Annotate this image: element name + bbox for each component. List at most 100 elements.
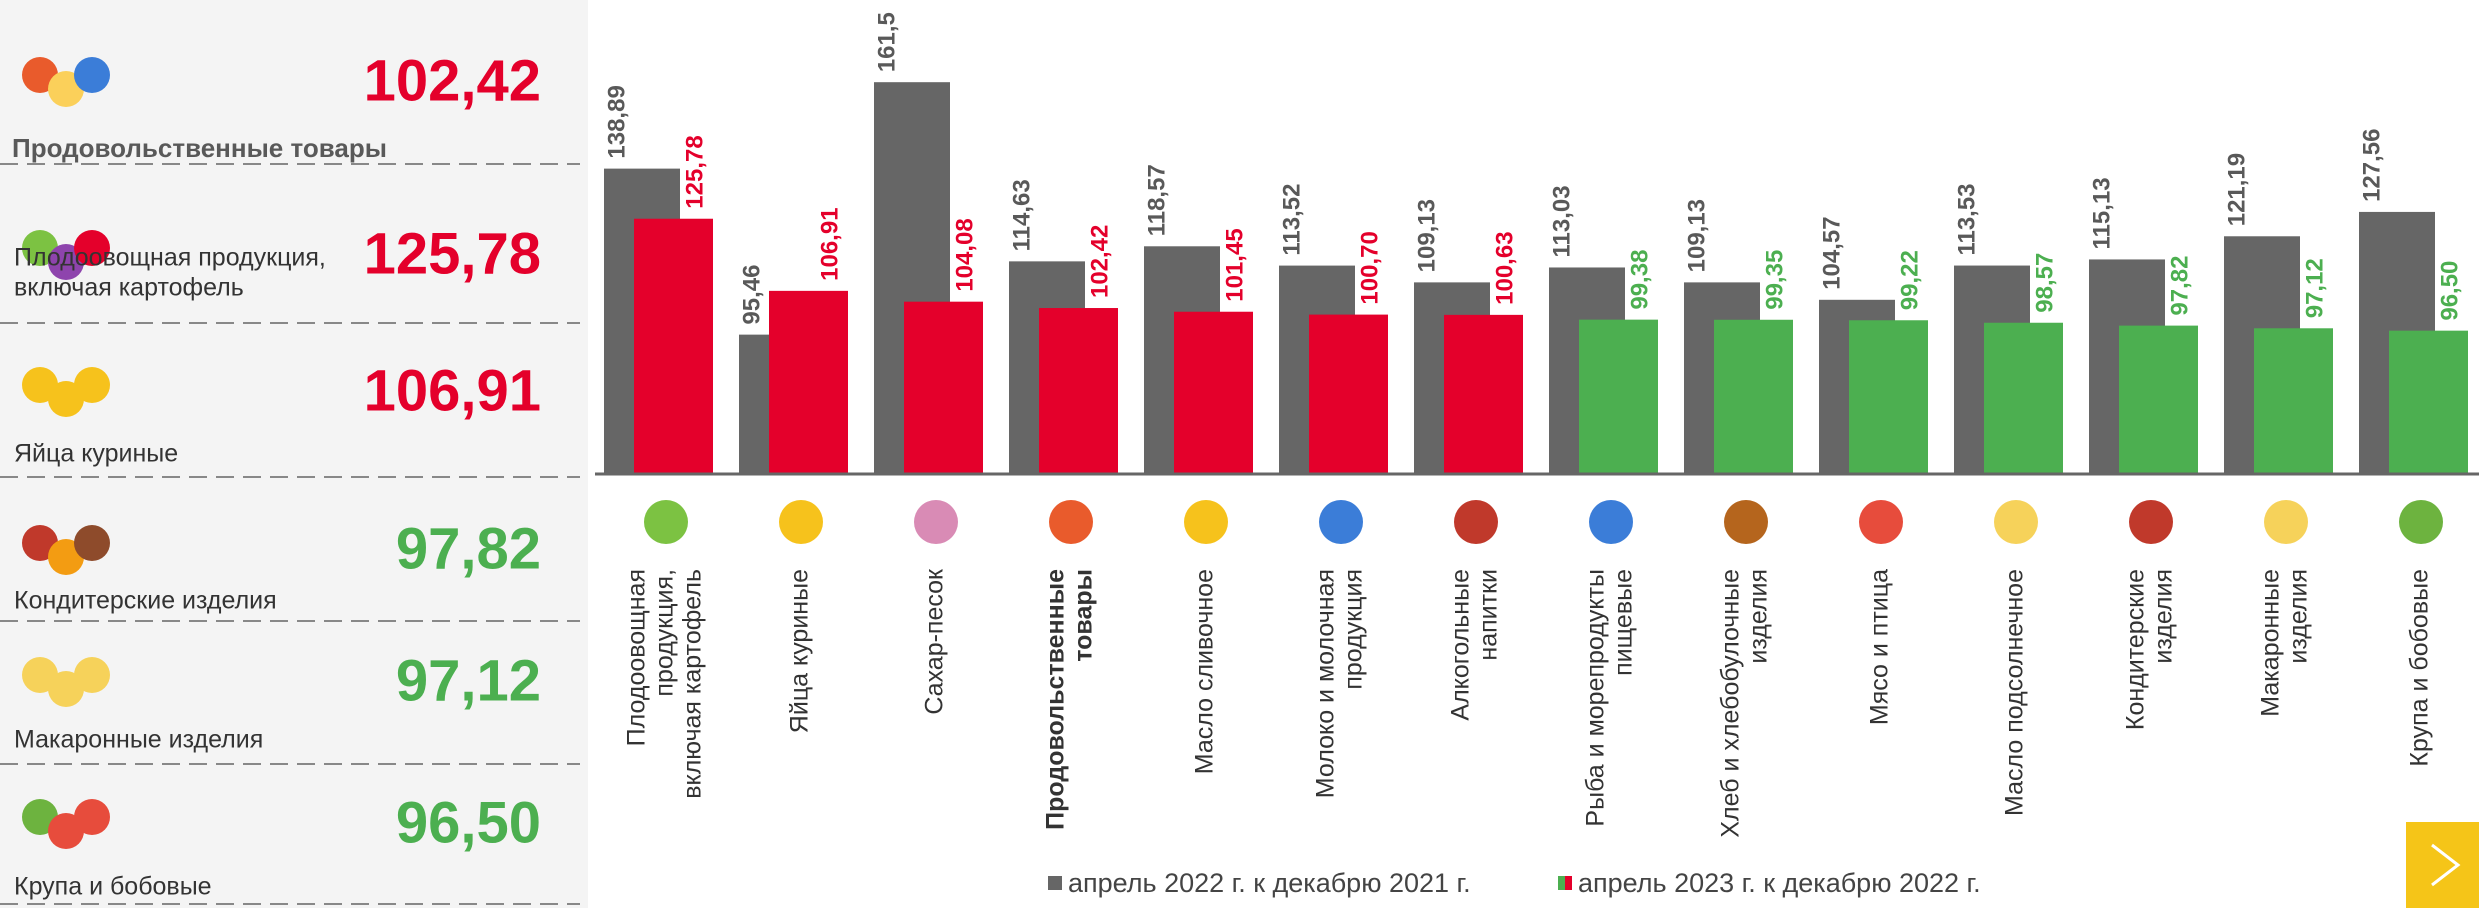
category-label: Продовольственные	[1042, 569, 1070, 830]
bar	[904, 302, 983, 474]
item-icon	[74, 367, 110, 403]
category-icon	[1454, 500, 1498, 544]
category-label: пищевые	[1610, 569, 1638, 676]
value-label: 113,03	[1548, 185, 1575, 257]
category-label: Рыба и морепродукты	[1582, 569, 1610, 827]
bar	[1714, 320, 1793, 474]
item-value: 102,42	[364, 48, 541, 113]
category-icon	[1319, 500, 1363, 544]
item-icon	[74, 57, 110, 93]
item-value: 97,12	[396, 648, 541, 713]
item-label: Кондитерские изделия	[14, 587, 277, 615]
bar	[1984, 323, 2063, 474]
value-label: 125,78	[681, 135, 708, 208]
category-icon	[1049, 500, 1093, 544]
value-label: 100,63	[1491, 231, 1518, 304]
item-value: 125,78	[364, 221, 541, 286]
bar	[2254, 328, 2333, 474]
legend-swatch	[1558, 876, 1565, 890]
value-label: 97,12	[2301, 258, 2328, 318]
category-label: продукция,	[651, 569, 679, 697]
category-label: Макаронные	[2257, 569, 2285, 717]
category-label: Кондитерские	[2122, 569, 2150, 730]
item-label: Продовольственные товары	[12, 133, 387, 163]
category-label: товары	[1070, 569, 1098, 662]
category-label: Масло сливочное	[1191, 569, 1219, 774]
value-label: 115,13	[2088, 177, 2115, 249]
category-label: Яйца куриные	[786, 569, 814, 733]
page: 102,42 Продовольственные товары 125,78 Плод…	[0, 0, 2479, 908]
value-label: 121,19	[2223, 153, 2250, 226]
category-label: Сахар-песок	[921, 568, 949, 715]
category-label: изделия	[2285, 569, 2313, 664]
legend-swatch	[1048, 876, 1062, 890]
value-label: 113,53	[1953, 183, 1980, 255]
category-icon	[1184, 500, 1228, 544]
item-icon	[74, 657, 110, 693]
category-icon	[1724, 500, 1768, 544]
value-label: 109,13	[1413, 199, 1440, 272]
value-label: 118,57	[1143, 164, 1170, 236]
item-icon	[74, 525, 110, 561]
category-label: Мясо и птица	[1866, 569, 1894, 725]
item-label: Плодоовощная продукция,	[14, 244, 326, 272]
legend-label: апрель 2023 г. к декабрю 2022 г.	[1578, 868, 1981, 898]
bar	[1309, 315, 1388, 474]
item-value: 97,82	[396, 516, 541, 581]
bar	[634, 219, 713, 474]
item-icon	[74, 799, 110, 835]
item-label: Макаронные изделия	[14, 726, 263, 754]
category-icon	[1994, 500, 2038, 544]
item-label: Яйца куриные	[14, 440, 178, 468]
value-label: 109,13	[1683, 199, 1710, 272]
value-label: 161,5	[873, 12, 900, 72]
value-label: 98,57	[2031, 253, 2058, 313]
item-value: 96,50	[396, 790, 541, 855]
category-icon	[914, 500, 958, 544]
item-label: включая картофель	[14, 274, 244, 302]
value-label: 102,42	[1086, 225, 1113, 298]
bar	[1039, 308, 1118, 474]
value-label: 97,82	[2166, 256, 2193, 316]
bar	[1579, 320, 1658, 474]
value-label: 106,91	[816, 207, 843, 280]
category-label: Плодоовощная	[623, 569, 651, 746]
value-label: 99,38	[1626, 250, 1653, 310]
category-label: напитки	[1475, 569, 1503, 661]
value-label: 99,22	[1896, 250, 1923, 310]
bar	[769, 291, 848, 474]
item-value: 106,91	[364, 358, 541, 423]
category-label: Молоко и молочная	[1312, 569, 1340, 798]
category-icon	[2264, 500, 2308, 544]
category-label: изделия	[2150, 569, 2178, 664]
category-label: продукция	[1340, 569, 1368, 690]
category-icon	[2129, 500, 2173, 544]
category-icon	[779, 500, 823, 544]
legend-label: апрель 2022 г. к декабрю 2021 г.	[1068, 868, 1471, 898]
value-label: 114,63	[1008, 179, 1035, 251]
category-label: Алкогольные	[1447, 569, 1475, 721]
bar	[2389, 331, 2468, 474]
category-icon	[1589, 500, 1633, 544]
category-label: Масло подсолнечное	[2001, 569, 2029, 816]
category-label: изделия	[1745, 569, 1773, 664]
value-label: 104,08	[951, 218, 978, 291]
category-icon	[1859, 500, 1903, 544]
bar	[1174, 312, 1253, 474]
value-label: 138,89	[603, 85, 630, 158]
bar	[2119, 326, 2198, 474]
category-label: Хлеб и хлебобулочные	[1717, 569, 1745, 838]
category-label: включая картофель	[679, 569, 707, 799]
category-icon	[644, 500, 688, 544]
item-label: Крупа и бобовые	[14, 873, 212, 901]
next-button[interactable]	[2406, 822, 2479, 908]
category-icon	[2399, 500, 2443, 544]
value-label: 100,70	[1356, 231, 1383, 304]
value-label: 101,45	[1221, 228, 1248, 301]
value-label: 99,35	[1761, 250, 1788, 310]
value-label: 96,50	[2436, 261, 2463, 321]
value-label: 127,56	[2358, 129, 2385, 202]
legend-swatch	[1565, 876, 1572, 890]
bar	[1444, 315, 1523, 474]
bar	[1849, 320, 1928, 474]
